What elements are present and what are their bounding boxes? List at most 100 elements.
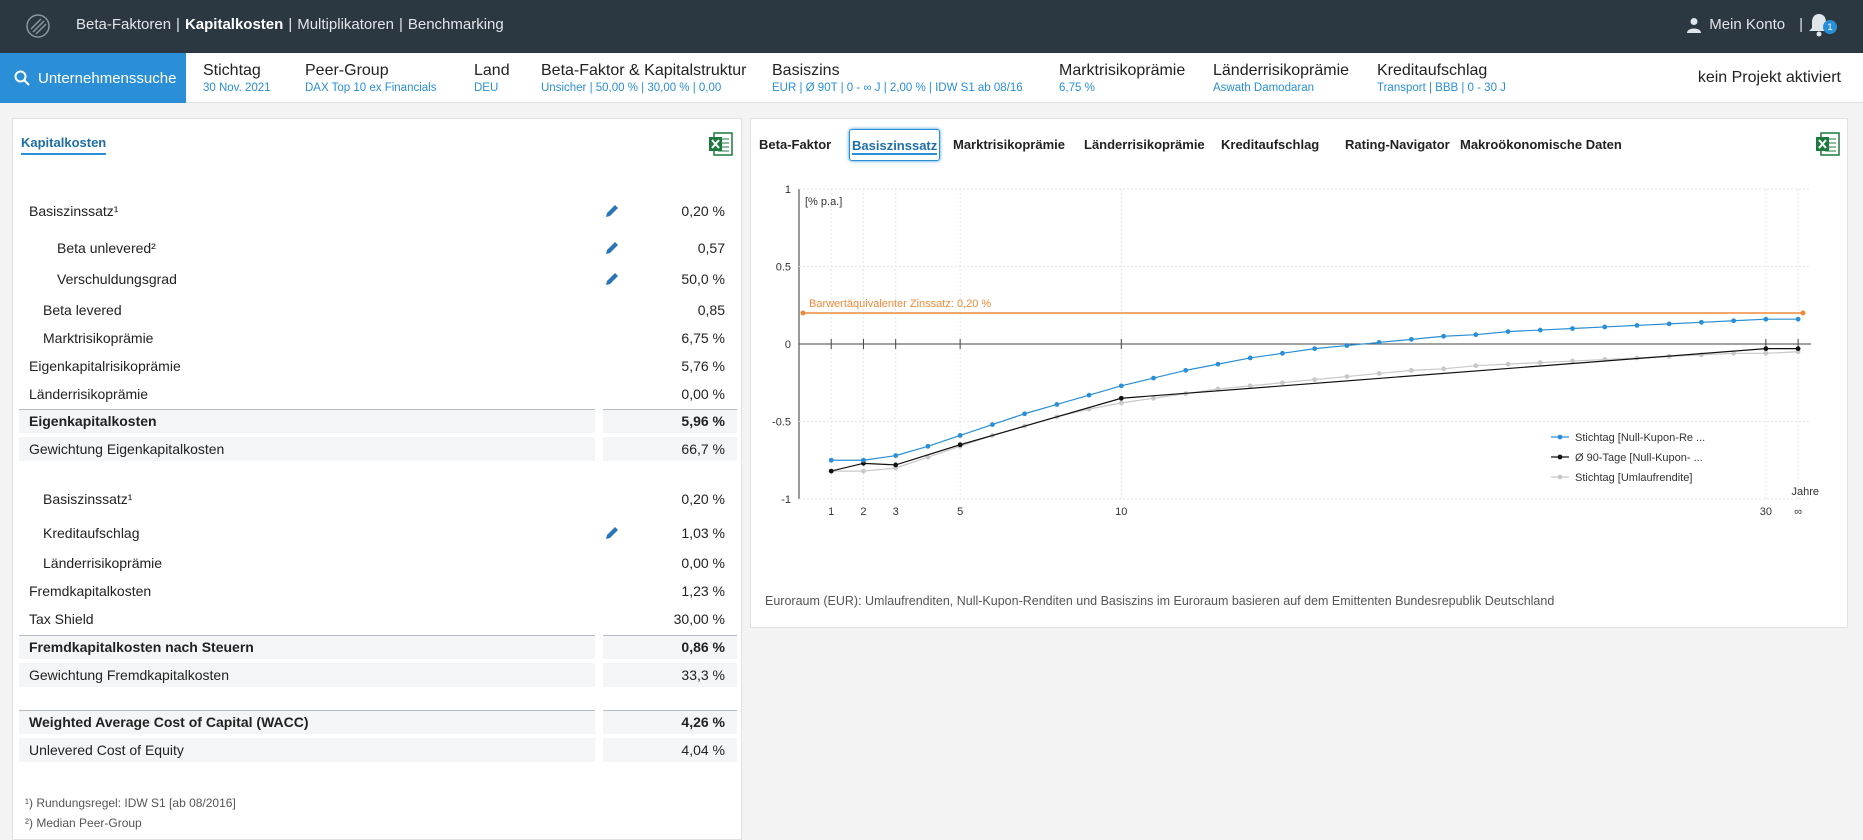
- tab-label: Marktrisikoprämie: [953, 137, 1065, 152]
- chart-footnote: Euroraum (EUR): Umlaufrenditen, Null-Kup…: [765, 594, 1555, 608]
- data-point: [1537, 360, 1543, 365]
- company-search-label: Unternehmenssuche: [38, 69, 177, 87]
- row-label: Eigenkapitalkosten: [29, 413, 157, 429]
- row-value: 5,76 %: [681, 358, 725, 374]
- row-shade: [19, 635, 595, 659]
- param-3[interactable]: Land DEU: [474, 62, 510, 94]
- legend-item: Stichtag [Umlaufrendite]: [1575, 472, 1692, 484]
- tab-2[interactable]: Basiszinssatz: [849, 129, 941, 161]
- row-value: 1,23 %: [681, 583, 725, 599]
- row-label: Fremdkapitalkosten nach Steuern: [29, 639, 254, 655]
- param-label: Kreditaufschlag: [1377, 62, 1488, 79]
- tab-6[interactable]: Rating-Navigator: [1345, 129, 1450, 161]
- data-point: [1441, 366, 1446, 372]
- data-point: [1118, 383, 1124, 389]
- data-point: [1408, 367, 1414, 373]
- tab-4[interactable]: Länderrisikoprämie: [1084, 129, 1205, 161]
- brand-logo-icon[interactable]: [24, 12, 52, 40]
- row-label: Länderrisikoprämie: [43, 555, 163, 571]
- tab-5[interactable]: Kreditaufschlag: [1221, 129, 1319, 161]
- account-separator: |: [1799, 16, 1803, 33]
- data-point: [925, 454, 931, 460]
- row-value: 0,86 %: [681, 639, 725, 655]
- search-icon: [14, 70, 30, 86]
- y-tick-label: -0.5: [772, 417, 791, 429]
- data-point: [1151, 375, 1156, 381]
- top-navigation-bar: Beta-Faktoren | Kapitalkosten | Multiplikato…: [0, 0, 1863, 53]
- nav-item-beta-faktoren[interactable]: Beta-Faktoren: [76, 16, 172, 33]
- param-1[interactable]: Stichtag 30 Nov. 2021: [203, 62, 271, 94]
- row-label: Gewichtung Fremdkapitalkosten: [29, 667, 229, 683]
- param-value: Unsicher | 50,00 % | 30,00 % | 0,00: [541, 82, 722, 94]
- table-row: Fremdkapitalkosten 1,23 %: [19, 579, 737, 603]
- tab-1[interactable]: Beta-Faktor: [759, 129, 831, 161]
- row-label: Eigenkapitalrisikoprämie: [29, 358, 181, 374]
- row-value: 0,57: [697, 240, 725, 256]
- data-point: [1247, 355, 1253, 361]
- param-label: Peer-Group: [305, 62, 389, 79]
- tab-7[interactable]: Makroökonomische Daten: [1460, 129, 1622, 161]
- row-shade: [19, 738, 595, 762]
- row-shade: [19, 409, 595, 433]
- data-point: [989, 422, 995, 427]
- user-icon: [1687, 17, 1702, 33]
- data-point: [893, 453, 899, 458]
- tab-label: Beta-Faktor: [759, 137, 832, 152]
- row-label: Kreditaufschlag: [43, 525, 140, 541]
- legend-item: Ø 90-Tage [Null-Kupon- ...: [1575, 452, 1703, 464]
- row-label: Länderrisikoprämie: [29, 386, 149, 402]
- data-point: [1763, 350, 1769, 356]
- project-status[interactable]: kein Projekt aktiviert: [1697, 69, 1841, 86]
- param-2[interactable]: Peer-Group DAX Top 10 ex Financials: [305, 62, 436, 94]
- table-row: Gewichtung Eigenkapitalkosten 66,7 %: [19, 437, 737, 461]
- nav-item-benchmarking[interactable]: Benchmarking: [407, 16, 504, 33]
- pencil-icon[interactable]: [604, 271, 620, 287]
- param-value: Transport | BBB | 0 - 30 J: [1377, 82, 1506, 94]
- tab-label: Länderrisikoprämie: [1084, 137, 1205, 152]
- notification-badge[interactable]: 1: [1823, 20, 1837, 34]
- y-tick-label: 1: [785, 184, 791, 196]
- table-row: Kreditaufschlag 1,03 %: [19, 521, 737, 545]
- data-point: [957, 442, 963, 448]
- param-6[interactable]: Marktrisikoprämie 6,75 %: [1059, 62, 1185, 94]
- tab-kapitalkosten[interactable]: Kapitalkosten: [21, 135, 107, 155]
- param-label: Marktrisikoprämie: [1059, 62, 1186, 79]
- row-label: Weighted Average Cost of Capital (WACC): [29, 714, 309, 730]
- param-8[interactable]: Kreditaufschlag Transport | BBB | 0 - 30 …: [1377, 62, 1506, 94]
- data-point: [1441, 333, 1446, 339]
- param-label: Länderrisikoprämie: [1213, 62, 1350, 79]
- company-search-button[interactable]: Unternehmenssuche: [0, 53, 186, 103]
- data-point: [1312, 346, 1318, 352]
- param-5[interactable]: Basiszins EUR | Ø 90T | 0 - ∞ J | 2,00 % …: [772, 62, 1023, 94]
- basiszins-chart: 1 0.5 0 -0.5 -1 1 2 3 5 10 30 ∞ [% p.a.] Jahre Barwert…: [772, 184, 1819, 518]
- param-4[interactable]: Beta-Faktor & Kapitalstruktur Unsicher | …: [541, 62, 746, 94]
- nav-item-kapitalkosten[interactable]: Kapitalkosten: [184, 16, 284, 33]
- account-menu[interactable]: Mein Konto |: [1687, 16, 1803, 33]
- excel-export-icon[interactable]: [1815, 131, 1841, 157]
- pencil-icon[interactable]: [604, 203, 620, 219]
- excel-export-icon[interactable]: [708, 131, 734, 157]
- data-point: [1118, 400, 1124, 406]
- x-tick-label: 1: [828, 506, 834, 518]
- param-7[interactable]: Länderrisikoprämie Aswath Damodaran: [1213, 62, 1349, 94]
- tab-3[interactable]: Marktrisikoprämie: [953, 129, 1065, 161]
- row-shade: [603, 409, 737, 433]
- table-row: Verschuldungsgrad 50,0 %: [19, 267, 737, 291]
- data-point: [1505, 361, 1511, 367]
- nav-item-multiplikatoren[interactable]: Multiplikatoren: [297, 16, 394, 33]
- data-point: [861, 457, 866, 463]
- tab-label: Basiszinssatz: [852, 138, 938, 155]
- row-value: 0,00 %: [681, 555, 725, 571]
- x-tick-label: 30: [1760, 506, 1772, 518]
- data-point: [1312, 377, 1318, 383]
- pencil-icon[interactable]: [604, 240, 620, 256]
- pencil-icon[interactable]: [604, 525, 620, 541]
- data-point: [1537, 327, 1543, 333]
- row-value: 0,00 %: [681, 386, 725, 402]
- y-tick-label: 0.5: [776, 262, 791, 274]
- table-row: Beta levered 0,85: [19, 298, 737, 322]
- data-point: [1118, 395, 1124, 401]
- data-point: [1086, 392, 1092, 398]
- table-row: Basiszinssatz¹ 0,20 %: [19, 199, 737, 223]
- data-point: [1602, 324, 1608, 330]
